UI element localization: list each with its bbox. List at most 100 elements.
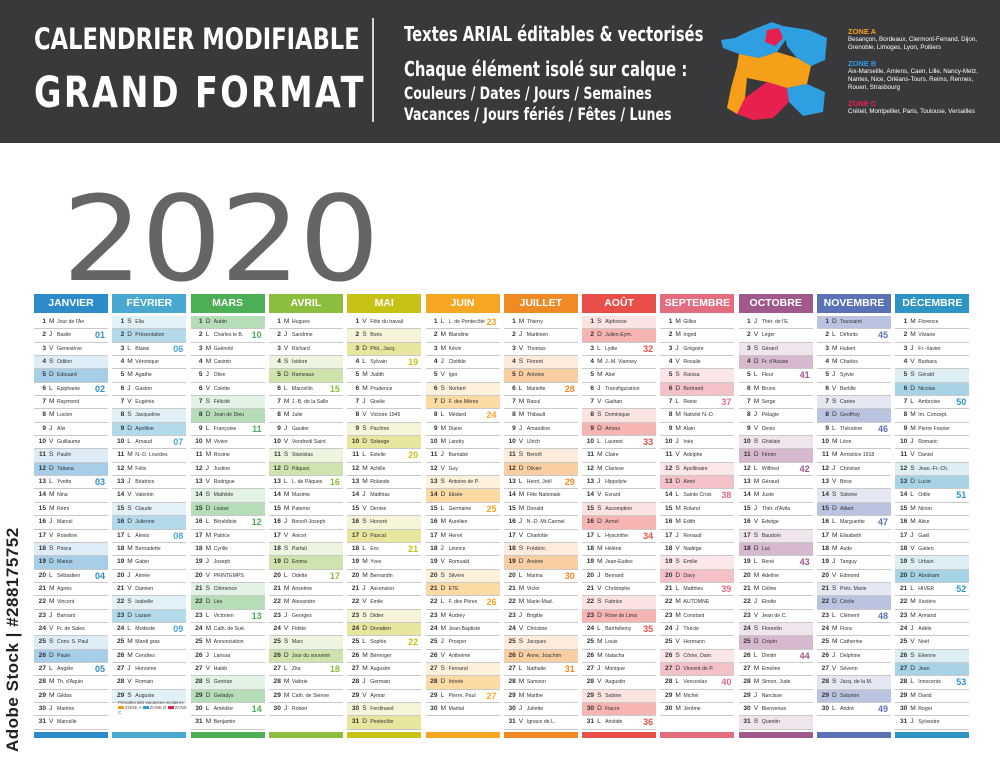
day-saint: Hervé bbox=[448, 532, 463, 539]
day-number: 11 bbox=[508, 451, 516, 459]
day-weekday: D bbox=[283, 558, 289, 566]
day-weekday: M bbox=[127, 358, 133, 366]
day-weekday: D bbox=[910, 571, 916, 579]
week-number: 04 bbox=[94, 570, 105, 581]
day-row: 15 M Rémi bbox=[34, 503, 108, 517]
day-number: 3 bbox=[590, 344, 595, 352]
day-saint: Louis bbox=[605, 639, 618, 646]
day-number: 25 bbox=[821, 638, 829, 646]
day-weekday: M bbox=[675, 611, 681, 619]
day-weekday: V bbox=[49, 344, 54, 352]
day-number: 15 bbox=[351, 504, 360, 512]
day-saint: Marc bbox=[291, 639, 304, 646]
day-number: 18 bbox=[821, 544, 829, 552]
day-number: 4 bbox=[668, 358, 673, 366]
day-number: 19 bbox=[351, 558, 360, 566]
day-number: 11 bbox=[352, 451, 360, 459]
day-saint: Emeline bbox=[761, 665, 781, 672]
day-number: 16 bbox=[38, 518, 46, 526]
day-saint: Epiphanie bbox=[57, 385, 81, 392]
day-saint: Annonciation bbox=[213, 639, 244, 646]
day-weekday: M bbox=[283, 318, 290, 325]
day-number: 16 bbox=[586, 518, 595, 526]
day-weekday: V bbox=[362, 411, 367, 419]
day-weekday: D bbox=[440, 398, 446, 406]
day-row: 21 L Matthieu 39 bbox=[660, 583, 735, 597]
day-number: 30 bbox=[195, 704, 203, 712]
zone-a-name: ZONE A bbox=[848, 27, 877, 36]
day-saint: Vincent bbox=[57, 599, 75, 606]
day-row: 27 M Augustin bbox=[347, 663, 422, 677]
day-number: 17 bbox=[38, 531, 46, 539]
day-saint: Odile bbox=[918, 492, 931, 499]
day-number: 23 bbox=[116, 611, 125, 619]
day-number: 22 bbox=[116, 598, 125, 606]
day-number: 19 bbox=[743, 558, 751, 566]
day-row: 25 V Hermann bbox=[660, 636, 735, 650]
day-weekday: J bbox=[910, 624, 914, 632]
day-saint: Xavière bbox=[918, 599, 936, 606]
day-weekday: S bbox=[753, 531, 759, 539]
day-weekday: M bbox=[49, 318, 55, 325]
day-saint: Hubert bbox=[840, 345, 856, 352]
day-number: 3 bbox=[198, 344, 203, 352]
day-number: 2 bbox=[825, 331, 829, 339]
day-saint: Martinien bbox=[526, 332, 549, 339]
zone-a-info: ZONE A Besançon, Bordeaux, Clermont-Ferr… bbox=[848, 28, 994, 52]
day-weekday: L bbox=[675, 584, 680, 592]
day-row: 5 S Raïssa bbox=[660, 369, 735, 383]
day-weekday: J bbox=[440, 544, 444, 552]
day-weekday: V bbox=[518, 438, 524, 446]
day-number: 9 bbox=[277, 424, 281, 432]
day-row: 25 S Marc bbox=[268, 636, 343, 650]
day-number: 6 bbox=[903, 384, 908, 392]
day-number: 10 bbox=[351, 438, 360, 446]
day-saint: Marius bbox=[57, 559, 73, 566]
day-weekday: M bbox=[753, 664, 760, 672]
day-number: 15 bbox=[38, 504, 46, 512]
day-row: 23 J Barnard bbox=[34, 610, 108, 623]
day-number: 28 bbox=[38, 678, 46, 686]
day-row: 12 J Justine bbox=[190, 463, 265, 477]
day-row: 2 D Présentation bbox=[112, 329, 187, 343]
day-saint: Georges bbox=[291, 612, 312, 619]
day-weekday: V bbox=[675, 358, 680, 366]
day-weekday: M bbox=[910, 598, 916, 606]
day-saint: Donald bbox=[526, 505, 544, 512]
day-number: 27 bbox=[743, 664, 751, 672]
week-number: 31 bbox=[564, 663, 575, 674]
day-saint: Larissa bbox=[213, 652, 231, 659]
day-weekday: J bbox=[283, 424, 288, 432]
day-number: 14 bbox=[665, 491, 673, 499]
month-10: OCTOBRE 1 J Thér. de l'E. 2 V Léger 3 S Gérard 4 D F… bbox=[738, 294, 813, 738]
day-row: 5 M Abel bbox=[582, 369, 657, 383]
day-weekday: J bbox=[753, 691, 757, 699]
day-row: 16 S Honoré bbox=[347, 516, 422, 530]
day-number: 26 bbox=[508, 651, 516, 659]
day-weekday: S bbox=[832, 678, 837, 686]
day-saint: Paterne bbox=[291, 505, 311, 512]
day-number: 1 bbox=[198, 318, 203, 325]
month-header: JUIN bbox=[425, 294, 500, 313]
day-number: 9 bbox=[433, 424, 438, 432]
day-weekday: D bbox=[205, 411, 211, 419]
day-saint: Bérenger bbox=[370, 652, 392, 659]
day-saint: Luc bbox=[761, 545, 771, 552]
day-saint: N.-D. Lourdes bbox=[135, 452, 168, 459]
day-row: 9 J Amandine bbox=[503, 423, 578, 437]
day-row: 4 M Charles bbox=[817, 356, 891, 370]
day-row: 28 M Th. d'Aquin bbox=[34, 676, 108, 690]
day-row: 8 M Julie bbox=[268, 409, 343, 423]
day-saint: Matthieu bbox=[683, 585, 704, 592]
day-weekday: L bbox=[910, 584, 914, 592]
day-weekday: L bbox=[518, 478, 523, 486]
day-number: 22 bbox=[508, 598, 516, 606]
day-row: 16 L Marguerite 47 bbox=[817, 516, 891, 530]
day-weekday: V bbox=[49, 438, 54, 446]
day-saint: Dimitri bbox=[761, 652, 777, 659]
day-weekday: D bbox=[753, 544, 759, 552]
day-weekday: S bbox=[597, 598, 602, 606]
day-weekday: M bbox=[205, 624, 212, 632]
day-saint: Valentin bbox=[135, 492, 154, 499]
day-number: 16 bbox=[508, 518, 516, 526]
